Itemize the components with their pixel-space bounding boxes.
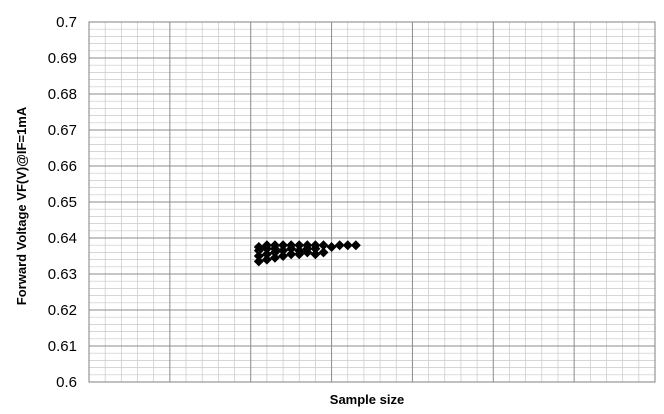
data-point bbox=[253, 256, 264, 267]
plot-area-border bbox=[88, 21, 656, 383]
y-axis-title: Forward Voltage VF(V)@IF=1mA bbox=[14, 106, 29, 305]
y-tick-label: 0.65 bbox=[48, 194, 77, 211]
data-point bbox=[278, 240, 289, 251]
data-points bbox=[253, 240, 361, 267]
y-tick-label: 0.69 bbox=[48, 50, 77, 67]
data-point bbox=[286, 240, 297, 251]
data-point bbox=[261, 249, 272, 260]
data-point bbox=[310, 240, 321, 251]
data-point bbox=[278, 245, 289, 256]
data-point bbox=[278, 251, 289, 261]
data-point bbox=[342, 240, 353, 251]
y-axis-tick-labels: 0.7 0.69 0.68 0.67 0.66 0.65 0.64 0.63 0.62 0.61 0… bbox=[48, 14, 77, 391]
data-point bbox=[253, 251, 264, 261]
data-point bbox=[318, 240, 329, 251]
y-tick-label: 0.7 bbox=[56, 14, 77, 31]
data-point bbox=[294, 240, 305, 251]
data-point bbox=[261, 240, 272, 251]
y-tick-label: 0.66 bbox=[48, 158, 77, 175]
data-point bbox=[261, 254, 272, 265]
major-gridlines bbox=[88, 21, 656, 383]
x-axis-title: Sample size bbox=[330, 392, 404, 407]
y-tick-label: 0.68 bbox=[48, 86, 77, 103]
data-point bbox=[334, 240, 345, 251]
y-tick-label: 0.6 bbox=[56, 374, 77, 391]
data-point bbox=[286, 249, 297, 260]
data-point bbox=[253, 242, 264, 252]
y-tick-label: 0.61 bbox=[48, 338, 77, 355]
y-tick-label: 0.62 bbox=[48, 302, 77, 319]
data-point bbox=[318, 247, 329, 258]
y-tick-label: 0.64 bbox=[48, 230, 77, 247]
minor-gridlines bbox=[89, 22, 655, 382]
data-point bbox=[326, 242, 337, 252]
data-point bbox=[269, 240, 280, 251]
data-point bbox=[269, 252, 280, 263]
data-point bbox=[294, 245, 305, 256]
y-tick-label: 0.67 bbox=[48, 122, 77, 139]
data-point bbox=[310, 249, 321, 260]
data-point bbox=[350, 240, 361, 251]
y-tick-label: 0.63 bbox=[48, 266, 77, 283]
data-point bbox=[302, 240, 313, 251]
